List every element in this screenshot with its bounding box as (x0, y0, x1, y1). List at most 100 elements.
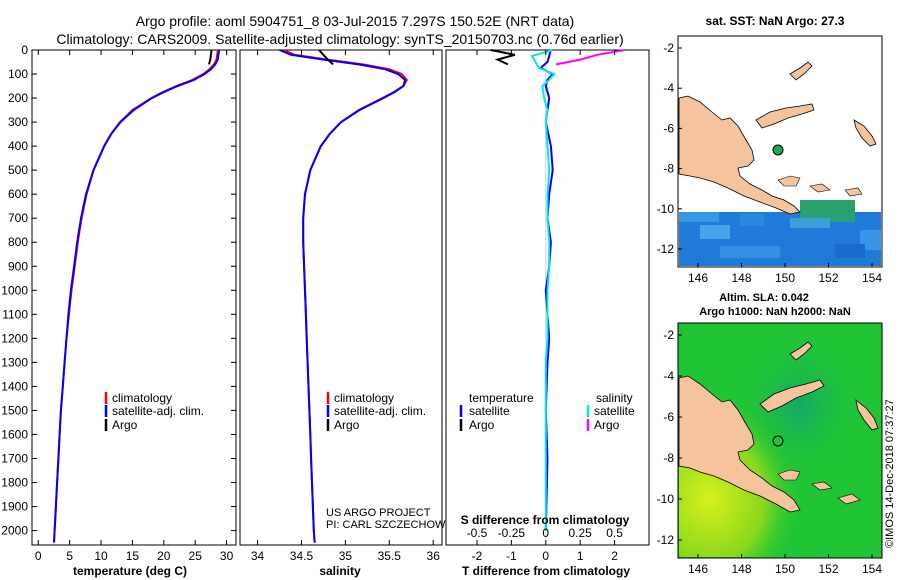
credits-project: US ARGO PROJECT (326, 507, 431, 519)
x-tick-label: 5 (66, 549, 73, 563)
legend-argo-label: Argo (112, 418, 138, 432)
t-difference-xlabel: T difference from climatology (462, 564, 630, 578)
temperature-xlabel: temperature (deg C) (73, 564, 187, 578)
y-tick-label: 1900 (1, 500, 28, 514)
argo-float-marker (772, 435, 784, 447)
temperature-legend: climatology satellite-adj. clim. Argo (104, 391, 204, 432)
y-tick-label: 1200 (1, 331, 28, 345)
map-x-tick-label: 150 (775, 271, 795, 285)
land-islands (777, 175, 863, 197)
sst-field (679, 200, 881, 266)
map-x-tick-label: 148 (731, 562, 751, 576)
difference-legend: temperature satellite Argo salinity sate… (459, 391, 635, 432)
x-tick-label: 36 (427, 549, 441, 563)
x-tick-label: 0 (35, 549, 42, 563)
salinity-series-group (279, 49, 409, 543)
y-tick-label: 400 (8, 139, 28, 153)
figure-title-line2: Climatology: CARS2009. Satellite-adjuste… (56, 31, 623, 47)
map-x-tick-label: 152 (818, 271, 838, 285)
map-y-tick-label: -2 (663, 41, 674, 55)
map-y-tick-label: -6 (663, 121, 674, 135)
sst-map: sat. SST: NaN Argo: 27.3 146 148 150 152 154… (657, 14, 883, 285)
sst-map-y-ticks: -2 -4 -6 -8 -10 -12 (657, 41, 682, 256)
series-line-satellite-adj-clim- (53, 49, 221, 543)
sla-map-title1: Altim. SLA: 0.042 (719, 292, 809, 304)
x-tick-label: -1 (506, 549, 517, 563)
map-y-tick-label: -12 (657, 242, 675, 256)
legend-climatology-label: climatology (112, 391, 172, 405)
temperature-panel: 0 5 10 15 20 25 30 010020030040050060070080090… (1, 43, 649, 578)
land-new-guinea (678, 95, 801, 215)
argo-float-marker (772, 144, 784, 156)
legend-satellite-label: satellite-adj. clim. (334, 404, 426, 418)
y-tick-label: 2000 (1, 524, 28, 538)
salinity-x-ticks: 34 34.5 35 35.5 36 (251, 50, 440, 563)
legend-s-satellite-label: satellite (594, 404, 635, 418)
x-tick-label: 35 (339, 549, 353, 563)
land-new-britain (755, 103, 815, 129)
land-islands (777, 469, 861, 505)
y-tick-label: 900 (8, 259, 28, 273)
map-x-tick-label: 150 (775, 562, 795, 576)
land-new-britain (759, 379, 825, 413)
x-tick-label: 25 (189, 549, 203, 563)
map-y-tick-label: -6 (663, 410, 674, 424)
x-tick-label: 1 (577, 549, 584, 563)
temperature-plot-frame (31, 49, 237, 546)
map-y-tick-label: -10 (657, 492, 675, 506)
argo-s-difference-line (555, 49, 626, 66)
y-tick-label: 600 (8, 187, 28, 201)
legend-salinity-header: salinity (596, 391, 633, 405)
x-tick-label: 2 (611, 549, 618, 563)
legend-t-argo-label: Argo (469, 418, 495, 432)
credits-pi: PI: CARL SZCZECHOWSKI (326, 519, 463, 531)
difference-s-x-ticks: -0.5 -0.25 0 0.25 0.5 (467, 526, 624, 540)
x-tick-label: -2 (472, 549, 483, 563)
y-tick-label: 200 (8, 91, 28, 105)
y-tick-label: 300 (8, 115, 28, 129)
map-x-tick-label: 154 (862, 562, 882, 576)
land-new-ireland (789, 61, 813, 81)
y-tick-label: 1800 (1, 476, 28, 490)
sla-map-x-ticks: 146 148 150 152 154 (688, 554, 882, 576)
y-tick-label: 1300 (1, 355, 28, 369)
x-tick-label: 10 (94, 549, 108, 563)
s-x-tick-label: 0 (542, 526, 549, 540)
difference-series-group (490, 49, 626, 545)
y-tick-label: 1000 (1, 283, 28, 297)
legend-temperature-header: temperature (469, 391, 534, 405)
map-y-tick-label: -2 (663, 328, 674, 342)
s-x-tick-label: 0.5 (606, 526, 623, 540)
x-tick-label: 35.5 (378, 549, 402, 563)
series-line-satellite-adj-clim- (279, 49, 407, 543)
sla-map: Altim. SLA: 0.042 Argo h1000: NaN h2000:… (657, 292, 883, 576)
series-line-s-satellite (530, 49, 557, 531)
x-tick-label: 34 (251, 549, 265, 563)
figure-title-line1: Argo profile: aoml 5904751_8 03-Jul-2015… (136, 13, 574, 29)
temperature-x-ticks: 0 5 10 15 20 25 30 (35, 50, 234, 563)
y-tick-label: 1400 (1, 379, 28, 393)
land-bougainville (853, 119, 877, 147)
argo-t-difference-line (490, 49, 516, 66)
imos-watermark: ©IMOS 14-Dec-2018 07:37:27 (884, 399, 896, 548)
s-x-tick-label: 0.25 (569, 526, 593, 540)
salinity-panel: 34 34.5 35 35.5 36 salinity climatology sate… (239, 49, 463, 578)
y-tick-label: 700 (8, 211, 28, 225)
map-x-tick-label: 146 (688, 562, 708, 576)
salinity-xlabel: salinity (319, 564, 361, 578)
y-tick-label: 100 (8, 67, 28, 81)
salinity-legend: climatology satellite-adj. clim. Argo (326, 391, 426, 432)
legend-s-argo-label: Argo (594, 418, 620, 432)
land-new-ireland (789, 341, 813, 361)
legend-climatology-label: climatology (334, 391, 394, 405)
legend-argo-label: Argo (334, 418, 360, 432)
salinity-plot-frame (239, 49, 443, 546)
map-y-tick-label: -4 (663, 369, 674, 383)
map-y-tick-label: -12 (657, 533, 675, 547)
map-x-tick-label: 148 (731, 271, 751, 285)
y-tick-label: 500 (8, 163, 28, 177)
land-new-guinea (678, 375, 801, 513)
y-tick-label: 1100 (2, 307, 28, 321)
x-tick-label: 0 (542, 549, 549, 563)
s-x-tick-label: -0.5 (467, 526, 488, 540)
